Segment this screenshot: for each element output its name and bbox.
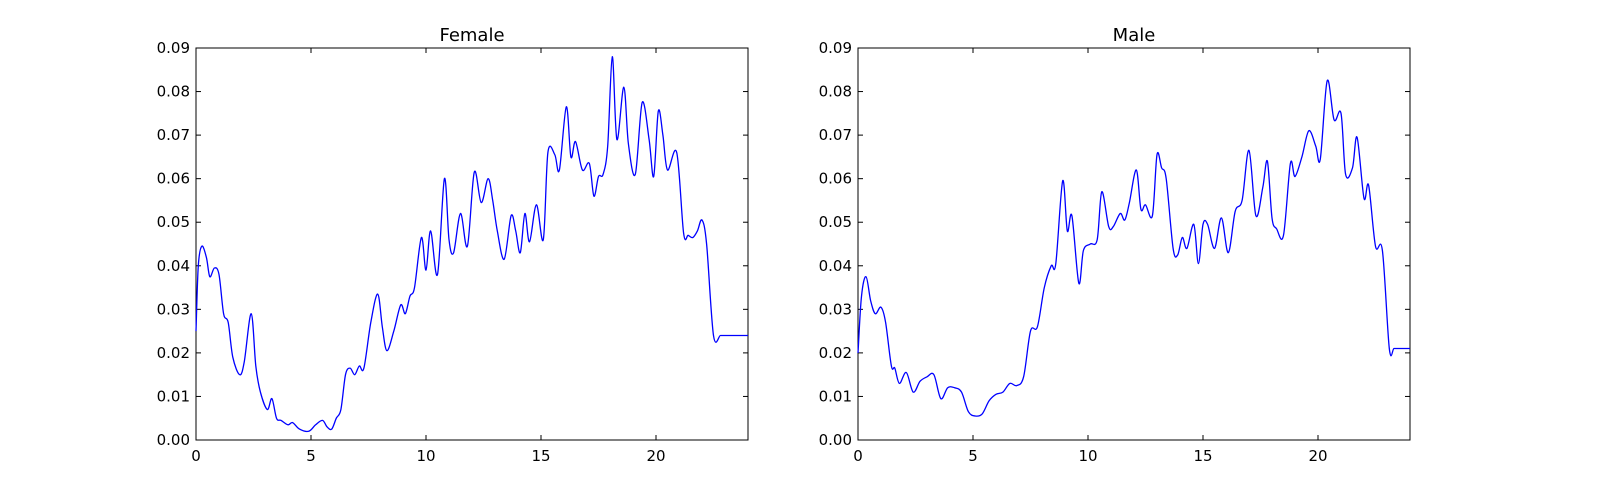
y-tick-label-female: 0.04 [157, 257, 190, 275]
x-axis-female: 0 5 10 15 20 [191, 48, 666, 465]
chart-title-female: Female [439, 25, 504, 46]
x-tick-label-male: 15 [1193, 447, 1212, 465]
y-tick-label-male: 0.08 [819, 83, 852, 101]
y-tick-label-male: 0.09 [819, 39, 852, 57]
y-tick-label-male: 0.00 [819, 431, 852, 449]
x-tick-label-female: 15 [531, 447, 550, 465]
axes-frame-male [857, 47, 1411, 441]
y-tick-label-male: 0.05 [819, 213, 852, 231]
x-tick-label-male: 20 [1308, 447, 1327, 465]
x-tick-label-male: 10 [1078, 447, 1097, 465]
y-tick-label-female: 0.02 [157, 344, 190, 362]
series-line-female [195, 56, 748, 433]
y-tick-label-male: 0.01 [819, 387, 852, 405]
y-tick-label-female: 0.00 [157, 431, 190, 449]
x-tick-label-female: 5 [306, 447, 316, 465]
y-tick-label-male: 0.02 [819, 344, 852, 362]
y-axis-female: 0.00 0.01 0.02 0.03 0.04 0.05 0.06 0.07 0.08 0.09 [157, 39, 748, 449]
y-tick-label-female: 0.05 [157, 213, 190, 231]
y-tick-label-male: 0.04 [819, 257, 852, 275]
y-tick-label-female: 0.06 [157, 170, 190, 188]
axes-frame-female [195, 47, 749, 441]
y-tick-label-female: 0.07 [157, 126, 190, 144]
chart-title-male: Male [1113, 25, 1156, 46]
x-tick-label-male: 0 [853, 447, 863, 465]
chart-female: Female 0.000.010.020.030.040.050.060.070… [157, 25, 749, 465]
x-tick-label-female: 20 [646, 447, 665, 465]
y-tick-label-female: 0.03 [157, 300, 190, 318]
y-tick-label-female: 0.01 [157, 387, 190, 405]
x-tick-label-female: 0 [191, 447, 201, 465]
x-tick-label-female: 10 [416, 447, 435, 465]
x-tick-label-male: 5 [968, 447, 978, 465]
x-axis-male: 0 5 10 15 20 [853, 48, 1328, 465]
y-tick-label-female: 0.08 [157, 83, 190, 101]
chart-male: Male 0.000.010.020.030.040.050.060.070.0… [819, 25, 1411, 465]
y-tick-label-male: 0.07 [819, 126, 852, 144]
y-tick-label-male: 0.06 [819, 170, 852, 188]
series-line-male [857, 79, 1410, 417]
y-axis-male: 0.00 0.01 0.02 0.03 0.04 0.05 0.06 0.07 0.08 0.09 [819, 39, 1410, 449]
y-tick-label-female: 0.09 [157, 39, 190, 57]
y-tick-label-male: 0.03 [819, 300, 852, 318]
